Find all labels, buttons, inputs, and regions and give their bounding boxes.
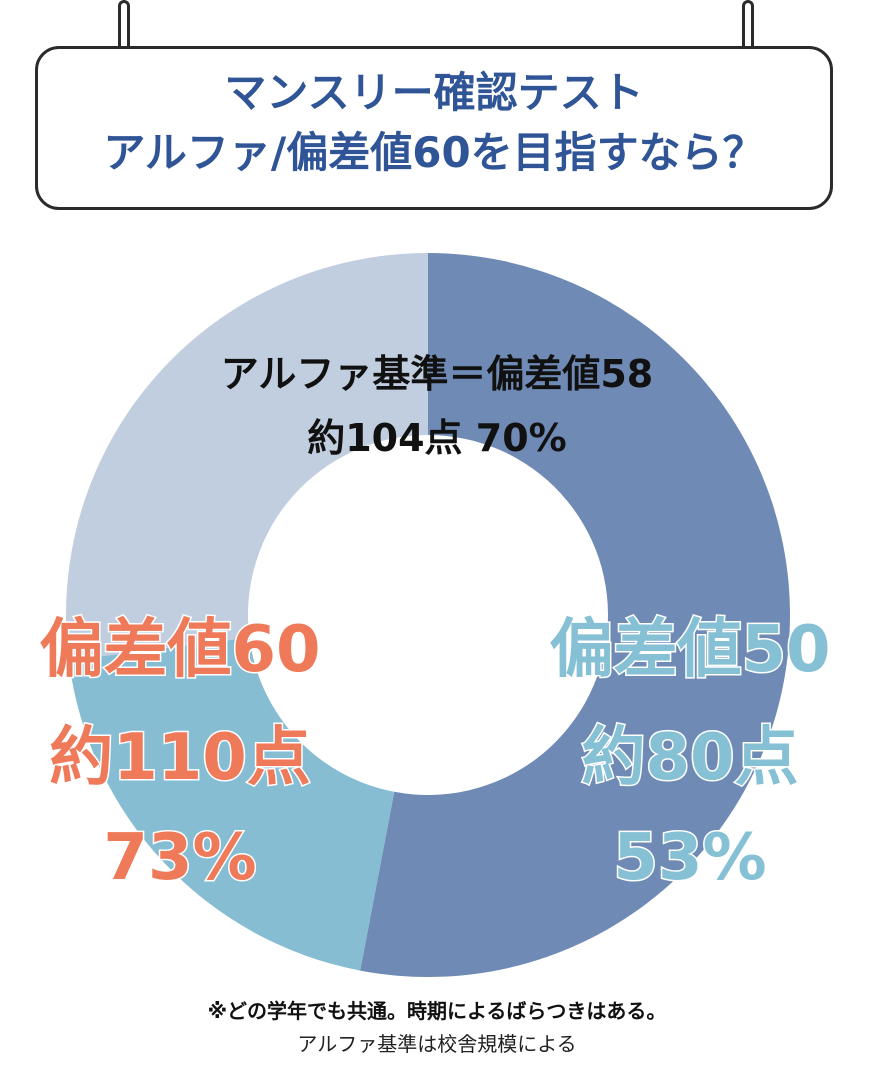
title-box: マンスリー確認テスト アルファ/偏差値60を目指すなら？ [35,46,833,210]
left-label-percent: 73% [102,820,258,897]
left-label-deviation: 偏差値60 [38,612,322,689]
right-label-score: 約80点 [580,720,800,797]
title-line-1: マンスリー確認テスト [224,68,644,117]
left-label-score: 約110点 [48,720,313,797]
right-label-percent: 53% [612,820,768,897]
footnote-1: ※どの学年でも共通。時期によるばらつきはある。 [207,999,667,1023]
donut-slice-1 [360,253,790,977]
footnote-2: アルファ基準は校舎規模による [297,1032,577,1056]
center-label-line-1: アルファ基準＝偏差値58 [220,352,654,396]
center-label-line-2: 約104点 70% [307,416,567,460]
donut-slice-3 [65,253,428,661]
donut-slice-2 [68,637,395,971]
title-line-2: アルファ/偏差値60を目指すなら？ [103,128,765,177]
right-label-deviation: 偏差値50 [548,612,832,689]
